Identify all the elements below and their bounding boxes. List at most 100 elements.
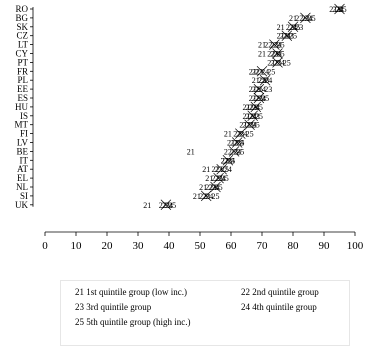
data-point: 23 [270, 41, 278, 50]
data-point: 23 [295, 23, 303, 32]
data-point: 21 [258, 41, 266, 50]
data-point: 22 [295, 14, 303, 23]
mean-cross-b [259, 74, 271, 86]
x-axis: 0 10 20 30 40 50 60 70 80 90 100 [42, 231, 364, 252]
data-point: 24 [218, 174, 226, 183]
data-point: 23 [332, 5, 340, 14]
data-point: 21 [252, 76, 260, 85]
data-point: 25 [289, 32, 297, 41]
x-tick-label: 30 [133, 240, 145, 252]
data-point: 25 [292, 23, 300, 32]
mean-cross-b [200, 190, 212, 202]
data-point: 25 [261, 94, 269, 103]
data-point: 25 [246, 130, 254, 139]
data-point: 25 [252, 121, 260, 130]
y-tick-label: CY [15, 49, 28, 59]
y-tick-label: ES [17, 93, 28, 103]
x-tick-label: 90 [319, 240, 331, 252]
data-point: 22 [280, 32, 288, 41]
data-point: 23 [215, 174, 223, 183]
data-point: 24 [274, 41, 282, 50]
data-point: 24 [336, 5, 344, 14]
data-point: 21 [143, 201, 151, 210]
data-point: 23 [249, 103, 257, 112]
data-point: 21 [329, 5, 337, 14]
y-tick-label: RO [15, 4, 28, 14]
data-point: 25 [267, 67, 275, 76]
data-point: 25 [283, 58, 291, 67]
data-point: 23 [224, 156, 232, 165]
mean-cross-b [216, 163, 227, 175]
x-tick-label: 0 [42, 240, 48, 252]
legend-item-q5: 25 5th quintile group (high inc.) [75, 317, 191, 327]
data-point: 23 [230, 147, 238, 156]
data-point: 24 [277, 58, 285, 67]
data-point: 23 [264, 85, 272, 94]
data-point: 22 [205, 183, 213, 192]
data-point: 21 [239, 121, 247, 130]
data-point: 24 [205, 192, 213, 201]
y-tick-label: MT [15, 120, 29, 130]
mean-cross-b [287, 21, 299, 33]
data-point: 23 [301, 14, 309, 23]
mean-cross-b [228, 146, 240, 157]
data-point: 24 [233, 147, 241, 156]
data-point: 25 [277, 50, 285, 59]
y-tick-label: LV [17, 138, 29, 148]
y-tick-label: CZ [16, 31, 28, 41]
data-point: 21 [243, 112, 251, 121]
data-point: 21 [249, 85, 257, 94]
data-point: 24 [212, 183, 220, 192]
mean-cross-b [253, 92, 265, 104]
data-point: 25 [255, 103, 263, 112]
x-tick-label: 40 [164, 240, 176, 252]
legend-item-q4: 24 4th quintile group [241, 302, 317, 312]
data-point: 22 [230, 139, 238, 148]
data-point: 21 [249, 67, 257, 76]
legend-item-q3: 23 3rd quintile group [75, 302, 152, 312]
data-point: 22 [264, 41, 272, 50]
data-point: 22 [246, 112, 254, 121]
scatter-chart: ROBGSKCZLTCYPTFRPLEEESHUISMTFILVBEITATEL… [15, 3, 364, 252]
data-point: 24 [249, 121, 257, 130]
data-point: 21 [224, 130, 232, 139]
data-point: 23 [202, 192, 210, 201]
x-tick-label: 80 [288, 240, 300, 252]
data-point: 24 [249, 112, 257, 121]
mean-cross-b [247, 110, 258, 122]
data-point: 21 [221, 156, 229, 165]
y-tick-label: IT [20, 155, 29, 165]
data-point: 23 [236, 130, 244, 139]
data-point: 24 [283, 32, 291, 41]
data-point: 22 [221, 156, 229, 165]
data-point: 21 [267, 58, 275, 67]
data-point: 24 [258, 85, 266, 94]
data-point: 24 [239, 130, 247, 139]
data-point: 22 [258, 76, 266, 85]
mean-cross-b [272, 57, 283, 68]
x-tick-label: 100 [347, 240, 364, 252]
y-tick-label: EL [17, 173, 28, 183]
data-point: 22 [159, 201, 167, 210]
mean-cross-b [250, 101, 262, 113]
data-point: 22 [252, 67, 260, 76]
data-point: 23 [286, 32, 294, 41]
y-tick-label: FI [20, 129, 28, 139]
y-tick-label: AT [17, 164, 29, 174]
data-point: 22 [270, 58, 278, 67]
y-tick-label: UK [15, 200, 28, 210]
data-point: 25 [255, 85, 263, 94]
x-tick-label: 10 [71, 240, 83, 252]
data-point: 22 [246, 103, 254, 112]
y-tick-label: FR [17, 66, 28, 76]
y-tick-label: PT [17, 57, 28, 67]
data-point: 21 [277, 32, 285, 41]
data-point: 23 [255, 67, 263, 76]
mean-cross-b [300, 12, 311, 24]
data-point: 23 [270, 50, 278, 59]
data-point: 24 [236, 139, 244, 148]
data-point: 21 [289, 14, 297, 23]
mean-cross-b [256, 66, 268, 77]
data-point: 25 [212, 192, 220, 201]
